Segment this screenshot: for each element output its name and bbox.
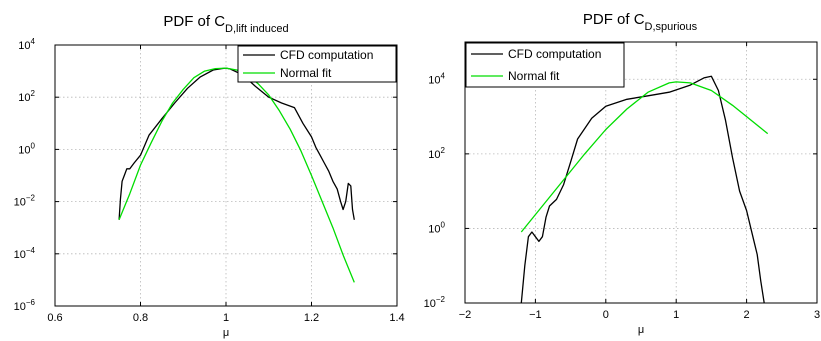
chart-title: PDF of CD,spurious	[583, 11, 698, 33]
x-tick-label: 1.2	[304, 312, 319, 324]
x-tick-label: 2	[744, 309, 750, 321]
legend-label: CFD computation	[508, 47, 601, 61]
y-tick-label: 10−6	[14, 298, 36, 313]
plot-area	[55, 45, 397, 306]
x-tick-label: −1	[529, 309, 542, 321]
x-tick-label: 1.4	[389, 312, 404, 324]
y-tick-label: 104	[18, 37, 35, 52]
x-tick-label: 0	[603, 309, 609, 321]
x-tick-label: 1	[673, 309, 679, 321]
chart-title: PDF of CD,lift induced	[163, 13, 288, 35]
x-tick-label: 0.8	[133, 312, 148, 324]
y-tick-label: 10−4	[14, 246, 36, 261]
panel-lift-induced: 0.6 0.8 1 1.2 1.4 10−6 10−4 10−2 100 102 104 μ PDF o…	[14, 13, 405, 339]
x-axis-label: μ	[638, 324, 644, 336]
y-tick-label: 10−2	[424, 295, 446, 310]
x-tick-label: 0.6	[47, 312, 62, 324]
x-tick-label: 1	[223, 312, 229, 324]
legend-label: Normal fit	[280, 66, 332, 80]
x-tick-label: −2	[459, 309, 472, 321]
legend-label: Normal fit	[508, 69, 560, 83]
x-axis-label: μ	[223, 327, 229, 339]
y-tick-label: 100	[18, 141, 35, 156]
y-tick-label: 100	[428, 220, 445, 235]
panel-spurious: −2 −1 0 1 2 3 10−2 100 102 104 μ PDF of CD,spurious…	[424, 11, 820, 336]
y-tick-label: 102	[428, 146, 445, 161]
legend: CFD computation Normal fit	[466, 43, 624, 87]
legend-label: CFD computation	[280, 48, 373, 62]
x-tick-label: 3	[814, 309, 820, 321]
y-tick-label: 10−2	[14, 194, 36, 209]
y-tick-label: 104	[428, 71, 445, 86]
y-tick-label: 102	[18, 89, 35, 104]
legend: CFD computation Normal fit	[238, 46, 396, 82]
